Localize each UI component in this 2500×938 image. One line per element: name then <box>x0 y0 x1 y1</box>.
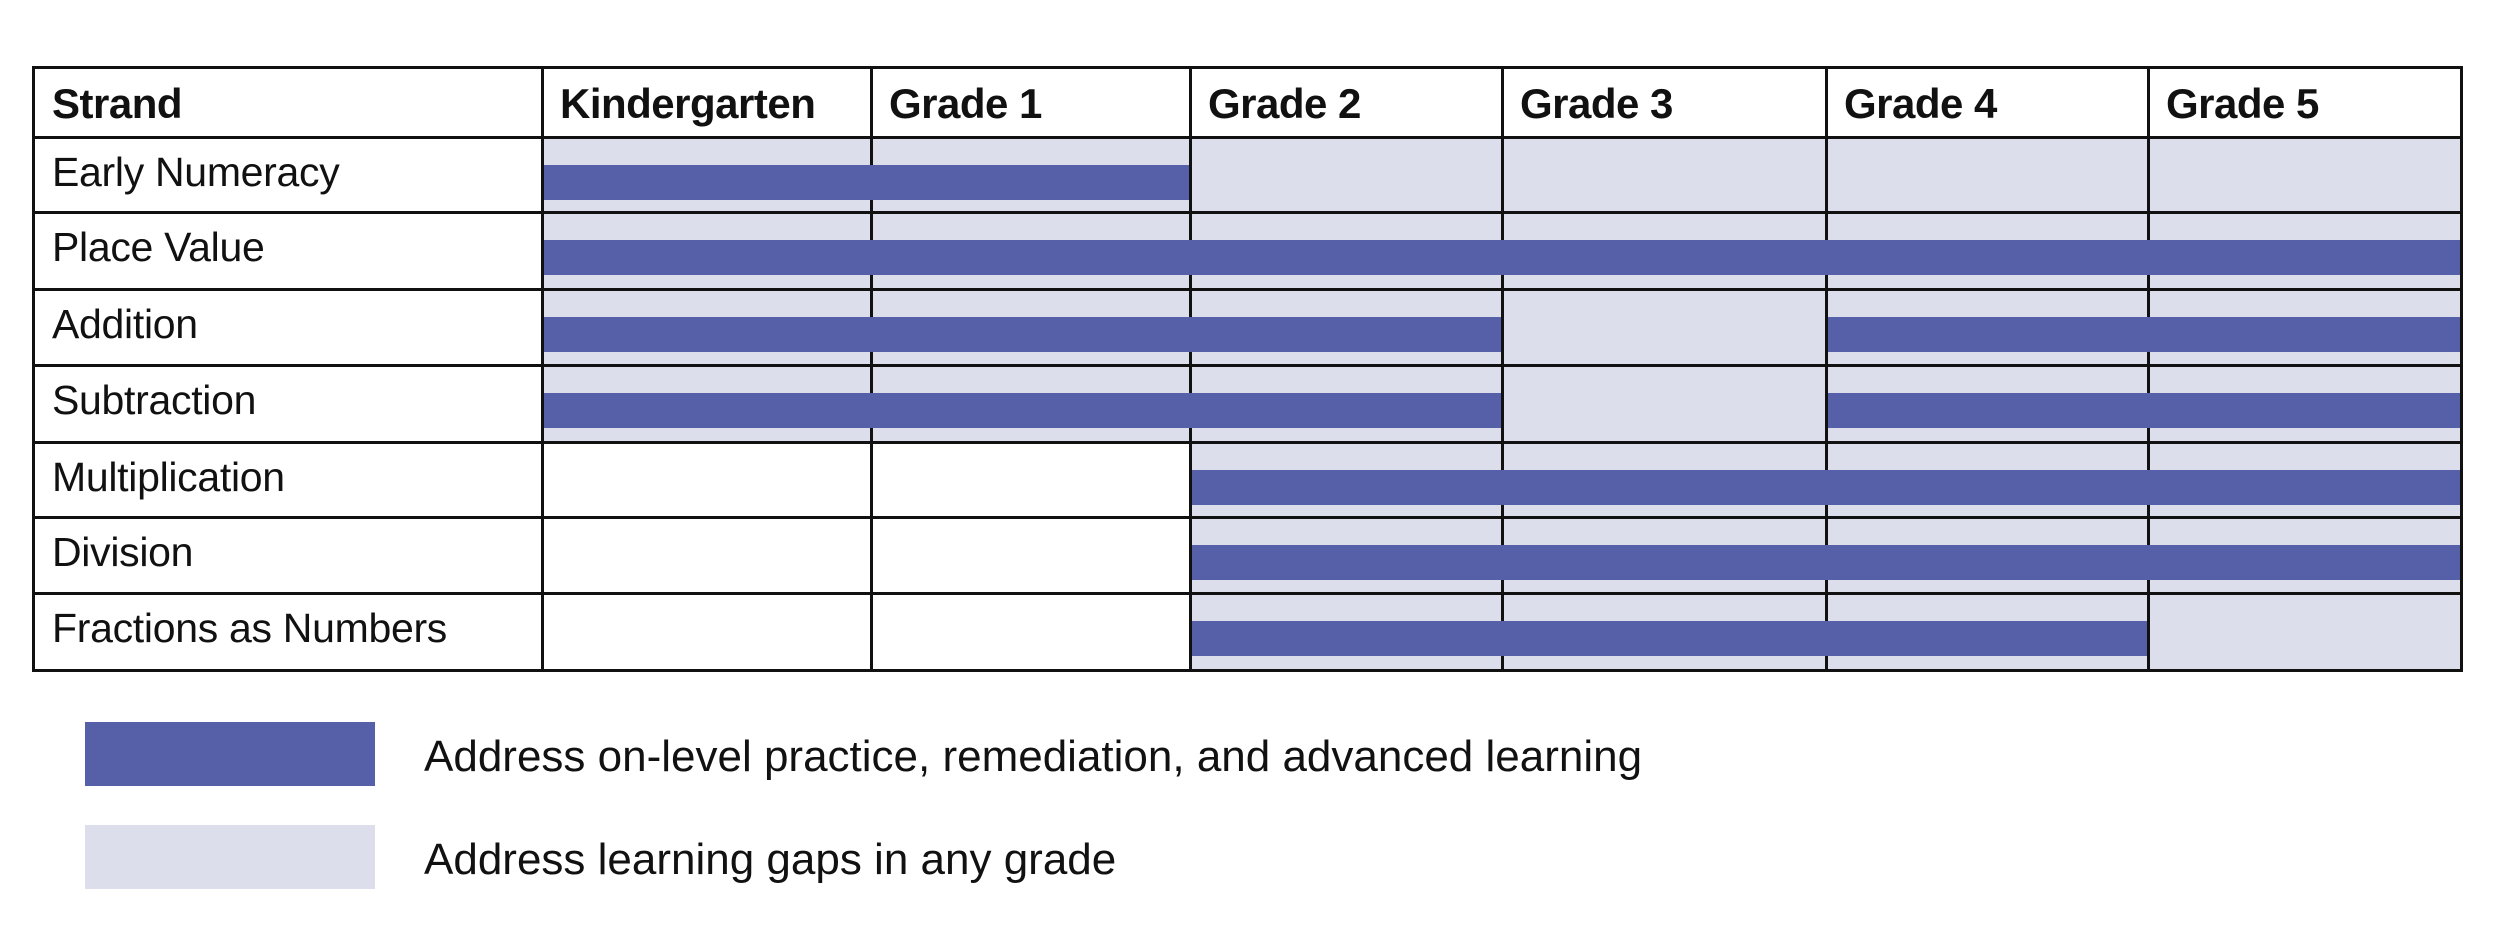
row-label-strand: Subtraction <box>52 377 257 423</box>
coverage-cell-light <box>2148 593 2461 670</box>
strand-grade-table: Strand Kindergarten Grade 1 Grade 2 Grade 3 G… <box>32 66 2463 672</box>
coverage-cell-light <box>2148 137 2461 212</box>
grid-line-vertical <box>1501 67 1504 670</box>
legend-label-light: Address learning gaps in any grade <box>424 835 1117 884</box>
grid-line-vertical <box>32 67 35 670</box>
grid-line-horizontal <box>32 66 2463 69</box>
row-label-strand: Early Numeracy <box>52 149 340 195</box>
grid-line-vertical <box>2460 67 2463 670</box>
column-header: Strand <box>52 80 183 127</box>
column-header: Kindergarten <box>560 80 816 127</box>
grid-line-vertical <box>870 67 873 670</box>
column-header: Grade 4 <box>1844 80 1997 127</box>
grid-line-horizontal <box>32 669 2463 672</box>
grid-line-vertical <box>1189 67 1192 670</box>
grid-line-vertical <box>1825 67 1828 670</box>
legend-label-dark: Address on-level practice, remediation, … <box>424 732 1643 781</box>
legend-swatch-dark <box>85 722 375 786</box>
coverage-bar <box>1192 470 2460 505</box>
coverage-bar <box>544 165 1189 200</box>
row-label-strand: Division <box>52 529 194 575</box>
grid-line-vertical <box>541 67 544 670</box>
coverage-bar <box>1828 317 2460 352</box>
coverage-bar <box>544 240 2460 275</box>
grid-line-vertical <box>2147 67 2150 670</box>
legend-swatch-light <box>85 825 375 889</box>
row-label-strand: Addition <box>52 301 198 347</box>
grid-line-horizontal <box>32 211 2463 214</box>
column-header: Grade 1 <box>889 80 1042 127</box>
coverage-bar <box>544 393 1501 428</box>
coverage-cell-light <box>1502 289 1826 365</box>
coverage-cell-light <box>1502 365 1826 442</box>
grid-line-horizontal <box>32 516 2463 519</box>
row-label-strand: Place Value <box>52 224 265 270</box>
coverage-cell-light <box>1826 137 2148 212</box>
column-header: Grade 3 <box>1520 80 1673 127</box>
column-header: Grade 2 <box>1208 80 1361 127</box>
grid-line-horizontal <box>32 441 2463 444</box>
coverage-cell-light <box>1190 137 1502 212</box>
coverage-cell-light <box>1502 137 1826 212</box>
coverage-bar <box>1828 393 2460 428</box>
coverage-bar <box>1192 621 2147 656</box>
coverage-bar <box>544 317 1501 352</box>
coverage-bar <box>1192 545 2460 580</box>
grid-line-horizontal <box>32 288 2463 291</box>
column-header: Grade 5 <box>2166 80 2319 127</box>
row-label-strand: Fractions as Numbers <box>52 605 448 651</box>
grid-line-horizontal <box>32 364 2463 367</box>
row-label-strand: Multiplication <box>52 454 285 500</box>
grid-line-horizontal <box>32 592 2463 595</box>
grid-line-horizontal <box>32 136 2463 139</box>
